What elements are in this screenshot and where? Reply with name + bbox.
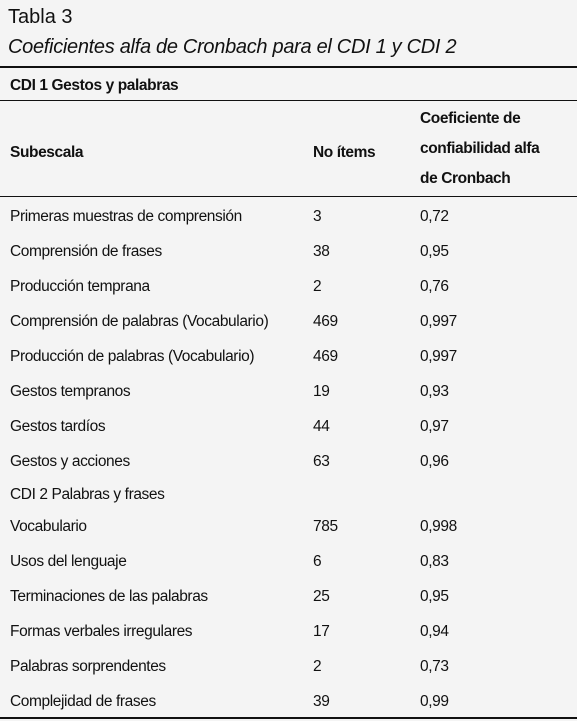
row-label: Gestos tardíos	[10, 418, 106, 435]
section-header: CDI 1 Gestos y palabras	[10, 77, 179, 94]
cell-value: 469	[313, 348, 338, 365]
cell-value: 44	[313, 418, 330, 435]
column-header: Coeficiente de confiabilidad alfa de Cro…	[420, 110, 540, 187]
cell-value: 39	[313, 693, 330, 710]
cell-value: 0,97	[420, 418, 449, 435]
row-label: Vocabulario	[10, 518, 87, 535]
cell-value: 0,96	[420, 453, 449, 470]
cell-value: 25	[313, 588, 330, 605]
row-label: Gestos y acciones	[10, 453, 130, 470]
row-label: Comprensión de palabras (Vocabulario)	[10, 313, 269, 330]
table-title: Tabla 3	[8, 6, 73, 28]
cell-value: 0,997	[420, 348, 457, 365]
cell-value: 3	[313, 208, 322, 225]
cell-value: 0,76	[420, 278, 449, 295]
table-subtitle: Coeficientes alfa de Cronbach para el CD…	[8, 36, 457, 58]
section-header: CDI 2 Palabras y frases	[10, 486, 165, 503]
cell-value: 0,93	[420, 383, 449, 400]
row-label: Producción temprana	[10, 278, 150, 295]
cell-value: 0,72	[420, 208, 449, 225]
cell-value: 0,83	[420, 553, 449, 570]
row-label: Terminaciones de las palabras	[10, 588, 208, 605]
cell-value: 6	[313, 553, 322, 570]
row-label: Primeras muestras de comprensión	[10, 208, 242, 225]
cell-value: 0,73	[420, 658, 449, 675]
rule	[0, 717, 577, 719]
rule	[0, 196, 577, 197]
cell-value: 0,99	[420, 693, 449, 710]
cell-value: 0,997	[420, 313, 457, 330]
cell-value: 2	[313, 658, 322, 675]
column-header: No ítems	[313, 144, 376, 161]
rule	[0, 100, 577, 101]
row-label: Complejidad de frases	[10, 693, 156, 710]
cell-value: 0,95	[420, 243, 449, 260]
cell-value: 0,998	[420, 518, 457, 535]
cell-value: 38	[313, 243, 330, 260]
row-label: Usos del lenguaje	[10, 553, 127, 570]
cell-value: 0,94	[420, 623, 449, 640]
cell-value: 785	[313, 518, 338, 535]
rule	[0, 66, 577, 68]
row-label: Gestos tempranos	[10, 383, 131, 400]
cell-value: 63	[313, 453, 330, 470]
cell-value: 2	[313, 278, 322, 295]
row-label: Palabras sorprendentes	[10, 658, 166, 675]
cell-value: 19	[313, 383, 330, 400]
cell-value: 17	[313, 623, 330, 640]
row-label: Comprensión de frases	[10, 243, 162, 260]
cell-value: 469	[313, 313, 338, 330]
column-header: Subescala	[10, 144, 84, 161]
cell-value: 0,95	[420, 588, 449, 605]
row-label: Producción de palabras (Vocabulario)	[10, 348, 255, 365]
row-label: Formas verbales irregulares	[10, 623, 193, 640]
